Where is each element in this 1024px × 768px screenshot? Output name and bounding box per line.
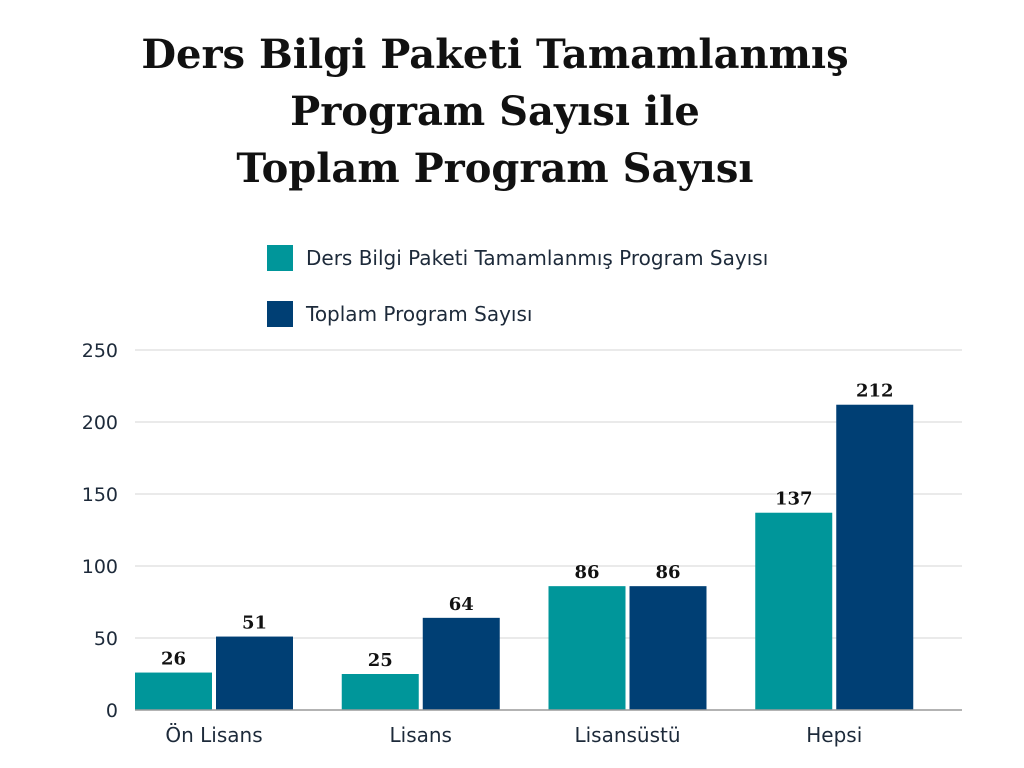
legend-item-series-1: Toplam Program Sayısı <box>267 301 532 327</box>
legend-swatch-series-0 <box>267 245 293 271</box>
legend-label-series-1: Toplam Program Sayısı <box>306 302 533 326</box>
bar-0-series-1 <box>216 636 293 710</box>
bar-0-series-0 <box>135 672 212 710</box>
chart-title: Ders Bilgi Paketi Tamamlanmış Program Sa… <box>0 26 990 197</box>
x-tick-label-1: Lisans <box>390 723 452 747</box>
x-tick-label-2: Lisansüstü <box>574 723 680 747</box>
data-label-3-series-0: 137 <box>775 489 813 510</box>
bar-1-series-1 <box>422 617 500 710</box>
x-tick-label-3: Hepsi <box>806 723 862 747</box>
x-tick-label-0: Ön Lisans <box>165 723 262 747</box>
y-tick-label-150: 150 <box>82 484 118 506</box>
y-tick-label-100: 100 <box>82 556 118 578</box>
bar-2-series-0 <box>548 586 626 710</box>
data-label-1-series-0: 25 <box>368 650 393 671</box>
data-label-0-series-1: 51 <box>242 613 267 634</box>
data-label-3-series-1: 212 <box>856 381 894 402</box>
bar-2-series-1 <box>629 586 707 710</box>
chart-title-line-1: Ders Bilgi Paketi Tamamlanmış <box>141 31 849 78</box>
data-label-2-series-1: 86 <box>655 562 680 583</box>
bar-3-series-0 <box>755 512 833 710</box>
bar-3-series-1 <box>836 404 914 710</box>
bar-1-series-0 <box>341 674 419 710</box>
legend-swatch-series-1 <box>267 301 293 327</box>
y-tick-label-0: 0 <box>106 700 118 722</box>
y-tick-label-250: 250 <box>82 340 118 362</box>
data-label-1-series-1: 64 <box>449 594 474 615</box>
data-label-0-series-0: 26 <box>161 649 186 670</box>
legend-item-series-0: Ders Bilgi Paketi Tamamlanmış Program Sa… <box>267 245 768 271</box>
chart-title-line-3: Toplam Program Sayısı <box>236 145 754 192</box>
chart-title-line-2: Program Sayısı ile <box>290 88 700 135</box>
y-tick-label-50: 50 <box>94 628 118 650</box>
legend-label-series-0: Ders Bilgi Paketi Tamamlanmış Program Sa… <box>306 246 769 270</box>
data-label-2-series-0: 86 <box>574 562 599 583</box>
y-tick-label-200: 200 <box>82 412 118 434</box>
